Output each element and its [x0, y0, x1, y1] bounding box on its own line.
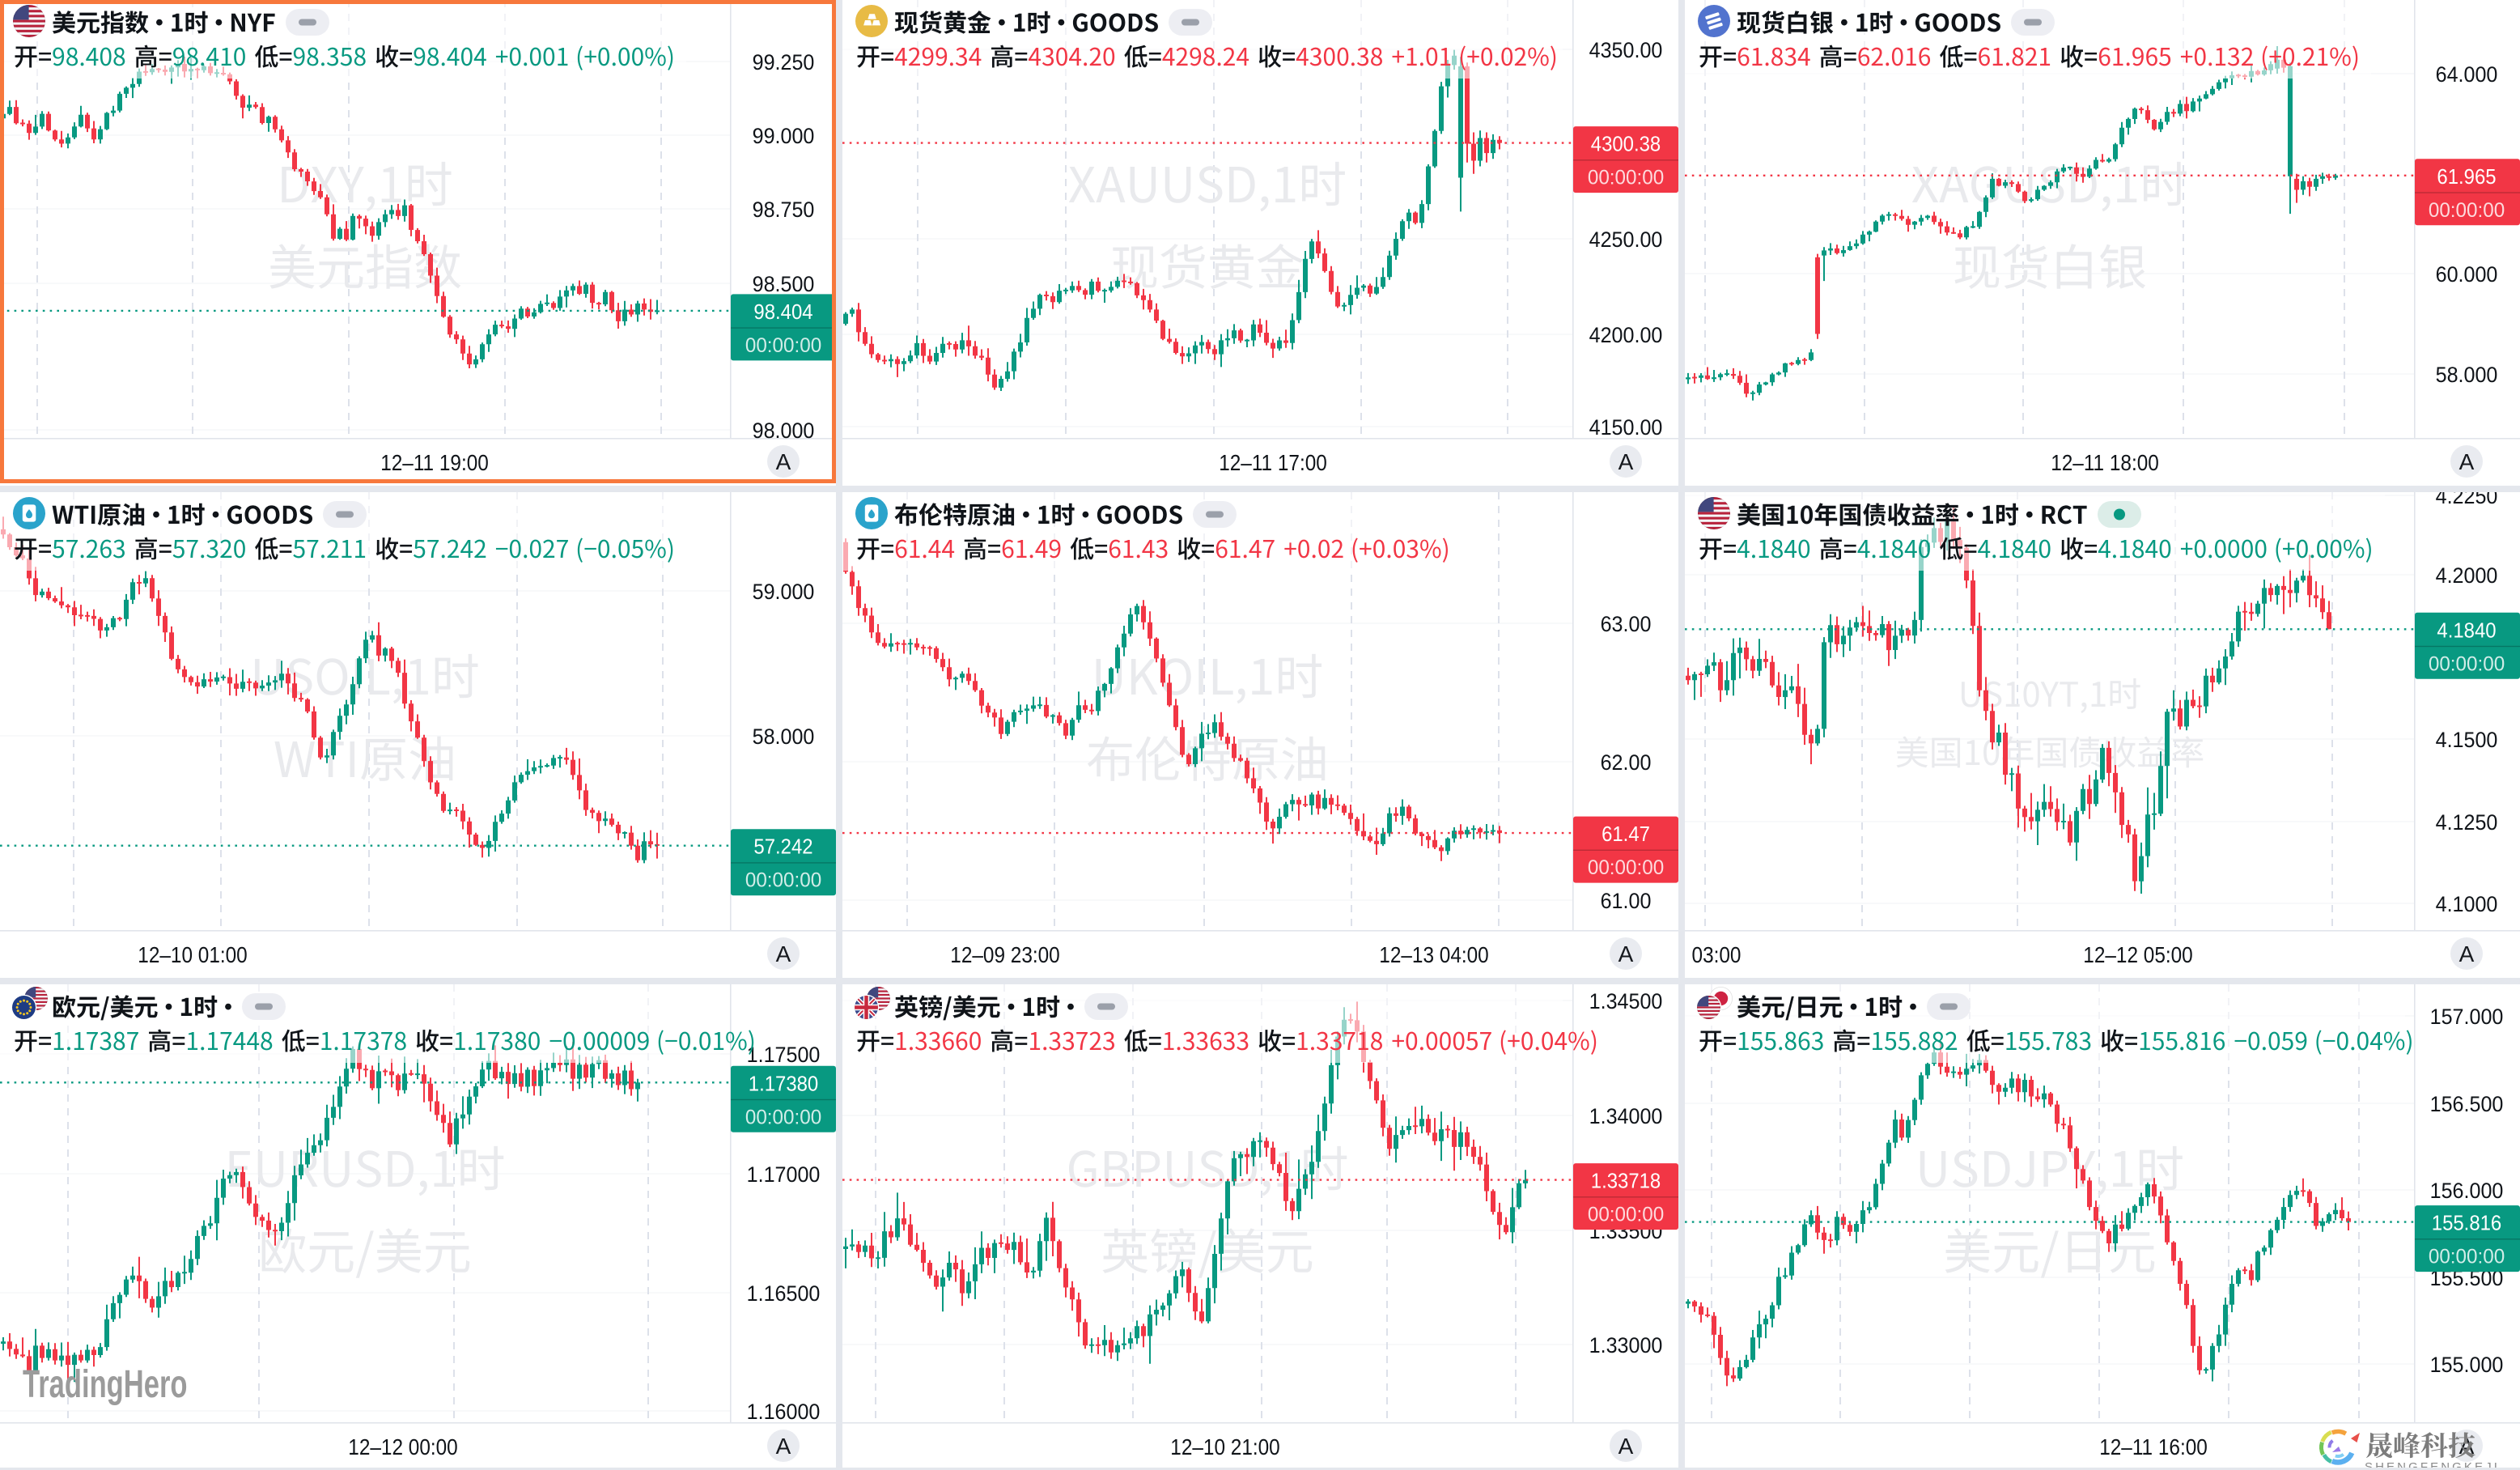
- svg-text:1.16500: 1.16500: [747, 1281, 821, 1306]
- svg-text:A: A: [1618, 941, 1634, 967]
- svg-text:4200.00: 4200.00: [1589, 322, 1663, 347]
- svg-text:61.00: 61.00: [1601, 888, 1652, 913]
- svg-text:4.1500: 4.1500: [2436, 727, 2498, 752]
- svg-text:156.500: 156.500: [2430, 1091, 2504, 1116]
- svg-text:00:00:00: 00:00:00: [2429, 199, 2505, 221]
- svg-text:4300.38: 4300.38: [1591, 133, 1661, 156]
- svg-text:03:00: 03:00: [1692, 941, 1742, 967]
- svg-text:00:00:00: 00:00:00: [745, 1107, 821, 1128]
- svg-text:A: A: [2459, 1434, 2475, 1459]
- svg-text:12–12 05:00: 12–12 05:00: [2083, 941, 2192, 967]
- svg-text:157.000: 157.000: [2430, 1004, 2504, 1029]
- svg-text:99.250: 99.250: [753, 49, 815, 74]
- svg-text:60.000: 60.000: [2436, 261, 2498, 287]
- svg-text:1.34500: 1.34500: [1589, 988, 1663, 1013]
- svg-text:00:00:00: 00:00:00: [2429, 1246, 2505, 1268]
- svg-text:98.750: 98.750: [753, 197, 815, 222]
- svg-text:12–12 00:00: 12–12 00:00: [348, 1434, 457, 1459]
- svg-text:A: A: [776, 1434, 791, 1459]
- svg-text:12–11 18:00: 12–11 18:00: [2051, 449, 2159, 475]
- svg-text:1.33000: 1.33000: [1589, 1332, 1663, 1357]
- svg-text:98.404: 98.404: [753, 300, 812, 324]
- svg-text:155.816: 155.816: [2432, 1212, 2501, 1235]
- svg-text:1.17500: 1.17500: [747, 1042, 821, 1067]
- svg-text:A: A: [776, 449, 791, 474]
- svg-text:98.000: 98.000: [753, 418, 815, 443]
- svg-text:61.965: 61.965: [2437, 165, 2496, 189]
- svg-text:1.17380: 1.17380: [749, 1072, 818, 1095]
- svg-text:4150.00: 4150.00: [1589, 414, 1663, 440]
- svg-text:00:00:00: 00:00:00: [1588, 1204, 1664, 1226]
- svg-text:156.000: 156.000: [2430, 1178, 2504, 1203]
- svg-text:155.000: 155.000: [2430, 1352, 2504, 1377]
- svg-text:61.47: 61.47: [1602, 822, 1650, 846]
- svg-text:62.00: 62.00: [1601, 750, 1652, 775]
- svg-text:12–11 19:00: 12–11 19:00: [380, 449, 489, 475]
- svg-text:12–11 16:00: 12–11 16:00: [2099, 1434, 2208, 1459]
- svg-text:A: A: [1618, 1434, 1634, 1459]
- svg-text:59.000: 59.000: [753, 579, 815, 604]
- svg-text:00:00:00: 00:00:00: [1588, 167, 1664, 189]
- svg-text:57.242: 57.242: [753, 835, 812, 859]
- svg-text:4.1000: 4.1000: [2436, 891, 2498, 916]
- svg-text:12–09 23:00: 12–09 23:00: [950, 941, 1059, 967]
- svg-text:4350.00: 4350.00: [1589, 37, 1663, 62]
- svg-text:12–10 21:00: 12–10 21:00: [1170, 1434, 1279, 1459]
- svg-text:A: A: [2459, 449, 2475, 474]
- svg-text:1.17000: 1.17000: [747, 1162, 821, 1187]
- svg-text:12–13 04:00: 12–13 04:00: [1379, 941, 1488, 967]
- svg-text:1.16000: 1.16000: [747, 1399, 821, 1424]
- svg-text:00:00:00: 00:00:00: [745, 869, 821, 891]
- svg-text:A: A: [1618, 449, 1634, 474]
- svg-text:TradingHero: TradingHero: [23, 1362, 187, 1405]
- svg-text:A: A: [776, 941, 791, 967]
- svg-text:00:00:00: 00:00:00: [745, 335, 821, 357]
- svg-text:4.2250: 4.2250: [2436, 492, 2498, 508]
- svg-text:12–11 17:00: 12–11 17:00: [1219, 449, 1327, 475]
- svg-text:98.500: 98.500: [753, 271, 815, 296]
- svg-text:00:00:00: 00:00:00: [1588, 857, 1664, 879]
- svg-text:1.34000: 1.34000: [1589, 1103, 1663, 1128]
- svg-text:4.2000: 4.2000: [2436, 563, 2498, 588]
- svg-text:58.000: 58.000: [2436, 362, 2498, 387]
- svg-text:64.000: 64.000: [2436, 62, 2498, 87]
- svg-text:63.00: 63.00: [1601, 611, 1652, 636]
- svg-text:00:00:00: 00:00:00: [2429, 653, 2505, 675]
- svg-text:99.000: 99.000: [753, 123, 815, 148]
- svg-text:58.000: 58.000: [753, 724, 815, 749]
- svg-text:A: A: [2459, 941, 2475, 967]
- svg-text:4250.00: 4250.00: [1589, 227, 1663, 252]
- svg-text:4.1840: 4.1840: [2437, 618, 2496, 642]
- svg-text:1.33718: 1.33718: [1591, 1170, 1661, 1193]
- svg-text:12–10 01:00: 12–10 01:00: [138, 941, 247, 967]
- svg-text:4.1250: 4.1250: [2436, 809, 2498, 835]
